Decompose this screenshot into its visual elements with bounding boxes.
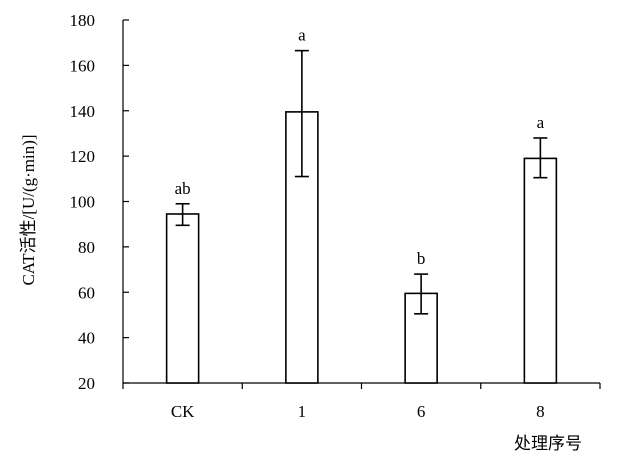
y-axis-label: CAT活性/[U/(g·min)] [19,134,38,285]
y-tick-label: 80 [78,238,95,257]
significance-label: ab [175,179,191,198]
x-tick-label: 1 [298,402,307,421]
y-tick-label: 20 [78,374,95,393]
y-tick-label: 140 [70,102,96,121]
x-tick-label: 8 [536,402,545,421]
x-tick-label: CK [171,402,195,421]
significance-label: b [417,249,426,268]
y-tick-label: 160 [70,56,96,75]
significance-label: a [537,113,545,132]
y-tick-label: 60 [78,283,95,302]
x-tick-label: 6 [417,402,426,421]
x-axis-label: 处理序号 [514,434,582,453]
bar [165,213,200,384]
plot-area: 20 40 60 80 100 120 140 160 180 ab CK a 1 b 6 a 8 [70,11,601,421]
y-tick-label: 100 [70,193,96,212]
y-tick-label: 120 [70,147,96,166]
significance-label: a [298,26,306,45]
y-tick-label: 40 [78,329,95,348]
bar [523,157,558,384]
y-tick-label: 180 [70,11,96,30]
